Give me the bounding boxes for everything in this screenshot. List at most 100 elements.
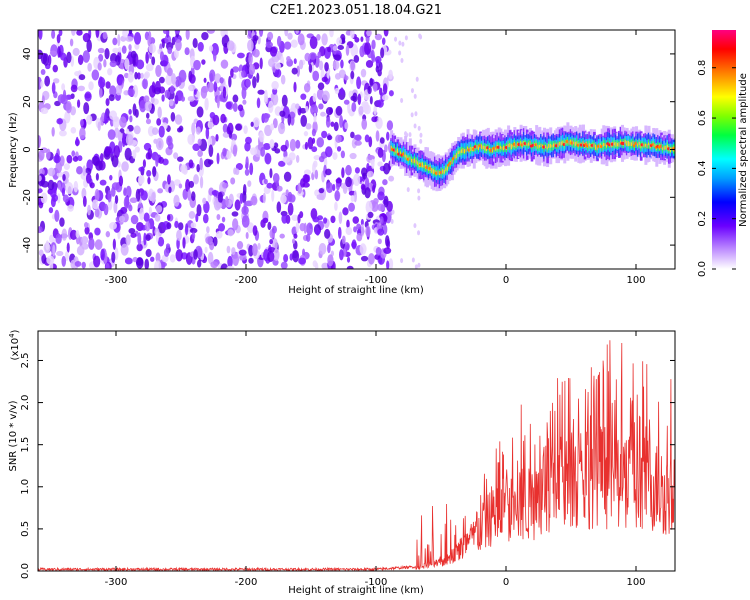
heatmap-cell: [69, 38, 74, 47]
heatmap-cell: [292, 249, 300, 263]
heatmap-cell: [109, 174, 113, 181]
spectrogram-marks: [38, 30, 675, 269]
heatmap-cell: [235, 163, 243, 171]
heatmap-cell: [187, 133, 195, 146]
heatmap-cell: [417, 262, 421, 268]
heatmap-cell: [302, 174, 310, 184]
heatmap-cell: [86, 39, 92, 53]
heatmap-cell: [173, 179, 181, 186]
heatmap-cell: [191, 231, 196, 240]
heatmap-cell: [121, 45, 127, 54]
heatmap-cell: [201, 59, 206, 65]
signal-cell: [576, 141, 579, 145]
signal-cell: [627, 141, 630, 146]
heatmap-cell: [123, 196, 130, 209]
heatmap-cell: [187, 95, 195, 102]
heatmap-cell: [216, 213, 221, 220]
signal-cell: [503, 145, 505, 151]
heatmap-cell: [291, 67, 298, 75]
heatmap-cell: [410, 88, 414, 94]
signal-cell: [456, 153, 459, 159]
heatmap-cell: [315, 227, 320, 236]
heatmap-cell: [156, 118, 162, 126]
heatmap-cell: [128, 204, 133, 212]
heatmap-cell: [206, 30, 215, 34]
heatmap-cell: [72, 156, 79, 162]
heatmap-cell: [89, 182, 95, 189]
signal-cell: [626, 141, 629, 146]
heatmap-cell: [350, 60, 356, 71]
heatmap-cell: [377, 238, 382, 245]
heatmap-cell: [360, 218, 364, 226]
heatmap-cell: [82, 165, 86, 177]
heatmap-cell: [377, 203, 386, 212]
heatmap-cell: [335, 134, 342, 143]
heatmap-cell: [252, 225, 258, 236]
heatmap-cell: [220, 263, 229, 269]
heatmap-cell: [140, 190, 148, 201]
heatmap-cell: [308, 52, 317, 60]
y-tick-label: 0.0: [20, 563, 31, 579]
heatmap-cell: [145, 51, 149, 64]
heatmap-cell: [381, 94, 389, 101]
heatmap-cell: [130, 232, 137, 238]
heatmap-cell: [404, 35, 408, 41]
heatmap-cell: [239, 192, 244, 204]
spectrogram-ylabel: Frequency (Hz): [8, 112, 19, 188]
heatmap-cell: [159, 51, 165, 62]
heatmap-cell: [259, 57, 263, 70]
heatmap-cell: [344, 75, 349, 81]
heatmap-cell: [382, 179, 388, 186]
heatmap-cell: [377, 69, 382, 77]
heatmap-cell: [383, 195, 389, 208]
heatmap-cell: [76, 166, 83, 175]
heatmap-cell: [189, 74, 196, 84]
heatmap-cell: [290, 39, 298, 48]
heatmap-cell: [321, 33, 328, 46]
heatmap-cell: [293, 81, 297, 93]
signal-cell: [527, 142, 530, 146]
heatmap-cell: [61, 255, 67, 267]
heatmap-cell: [219, 77, 224, 84]
heatmap-cell: [279, 233, 285, 239]
heatmap-cell: [360, 224, 365, 237]
signal-cell: [629, 141, 632, 146]
heatmap-cell: [230, 68, 234, 78]
heatmap-cell: [414, 111, 418, 117]
heatmap-cell: [318, 187, 325, 194]
heatmap-cell: [109, 60, 117, 68]
heatmap-cell: [147, 147, 153, 160]
heatmap-cell: [207, 121, 214, 130]
heatmap-cell: [359, 243, 367, 255]
heatmap-cell: [201, 31, 209, 41]
signal-cell: [545, 145, 547, 149]
heatmap-cell: [207, 82, 215, 93]
heatmap-cell: [220, 30, 226, 37]
heatmap-cell: [216, 152, 220, 165]
heatmap-cell: [390, 218, 394, 224]
heatmap-cell: [215, 230, 223, 239]
heatmap-cell: [295, 154, 300, 163]
heatmap-cell: [303, 169, 311, 176]
heatmap-cell: [315, 262, 319, 269]
heatmap-cell: [386, 260, 390, 269]
heatmap-cell: [271, 225, 277, 234]
signal-cell: [492, 147, 494, 153]
heatmap-cell: [375, 246, 382, 256]
heatmap-cell: [136, 257, 144, 269]
heatmap-cell: [65, 101, 72, 114]
heatmap-cell: [271, 189, 275, 202]
y-tick-label: 0.5: [20, 521, 31, 537]
heatmap-cell: [199, 176, 204, 189]
heatmap-cell: [134, 146, 140, 153]
heatmap-cell: [88, 237, 95, 250]
heatmap-cell: [293, 58, 297, 65]
heatmap-cell: [269, 46, 278, 57]
snr-scale-label: (x104): [8, 329, 21, 360]
heatmap-cell: [157, 106, 162, 119]
heatmap-cell: [324, 61, 329, 72]
heatmap-cell: [335, 178, 342, 184]
heatmap-cell: [303, 82, 311, 93]
heatmap-cell: [118, 215, 126, 223]
snr-marks: [38, 340, 675, 571]
